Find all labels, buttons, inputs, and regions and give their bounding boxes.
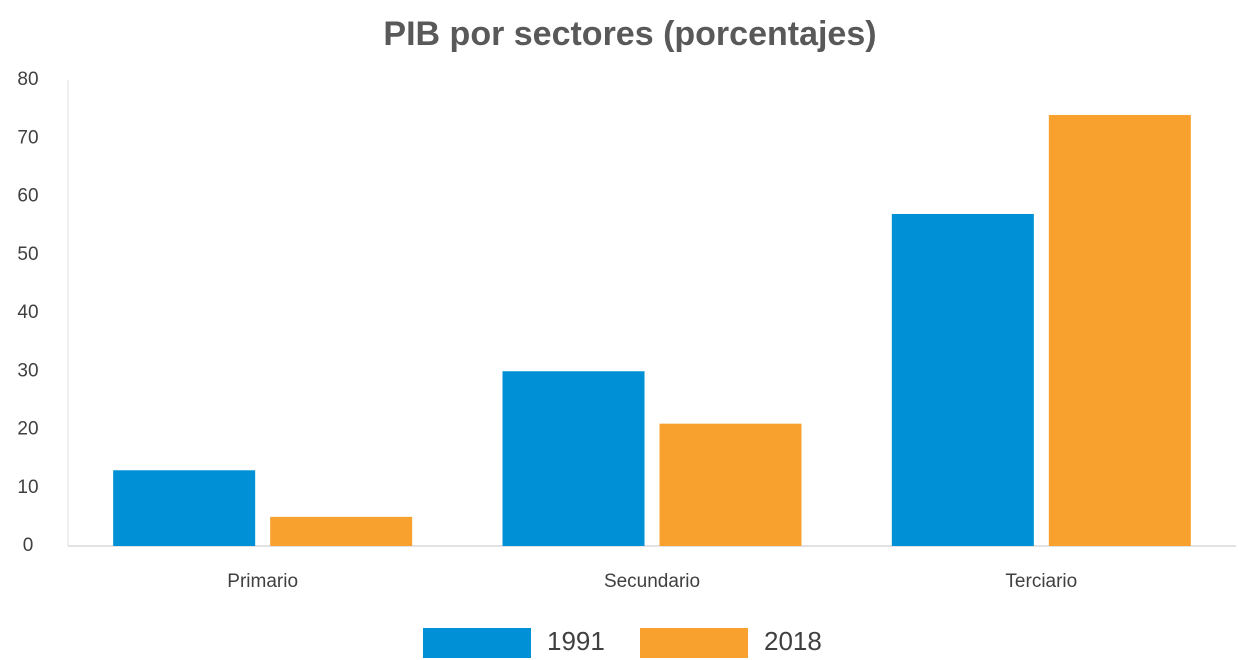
x-tick-label: Terciario: [1005, 571, 1077, 592]
legend-swatch: [423, 628, 531, 658]
bar: [891, 213, 1034, 546]
x-tick-label: Primario: [227, 571, 298, 592]
bar: [270, 516, 413, 546]
bar: [502, 371, 645, 546]
legend-label: 1991: [547, 626, 605, 656]
y-tick-label: 80: [17, 69, 38, 90]
y-tick-label: 40: [17, 302, 38, 323]
bar: [1048, 114, 1191, 546]
y-tick-label: 70: [17, 127, 38, 148]
chart-title: PIB por sectores (porcentajes): [383, 15, 876, 53]
y-tick-label: 10: [17, 477, 38, 498]
bar: [113, 470, 256, 546]
x-tick-label: Secundario: [604, 571, 700, 592]
y-tick-label: 0: [23, 535, 34, 556]
y-tick-label: 30: [17, 360, 38, 381]
y-tick-label: 20: [17, 419, 38, 440]
y-tick-label: 60: [17, 186, 38, 207]
y-tick-label: 50: [17, 244, 38, 265]
legend-swatch: [640, 628, 748, 658]
legend-label: 2018: [764, 626, 822, 656]
bar: [659, 423, 802, 546]
